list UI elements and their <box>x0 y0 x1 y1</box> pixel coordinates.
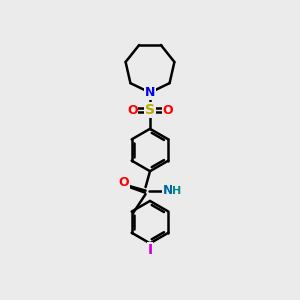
Text: I: I <box>147 243 153 257</box>
Text: H: H <box>172 186 182 196</box>
Text: O: O <box>127 104 138 117</box>
Text: N: N <box>163 184 173 197</box>
Text: O: O <box>119 176 129 190</box>
Text: N: N <box>145 86 155 99</box>
Text: O: O <box>162 104 173 117</box>
Text: S: S <box>145 103 155 117</box>
